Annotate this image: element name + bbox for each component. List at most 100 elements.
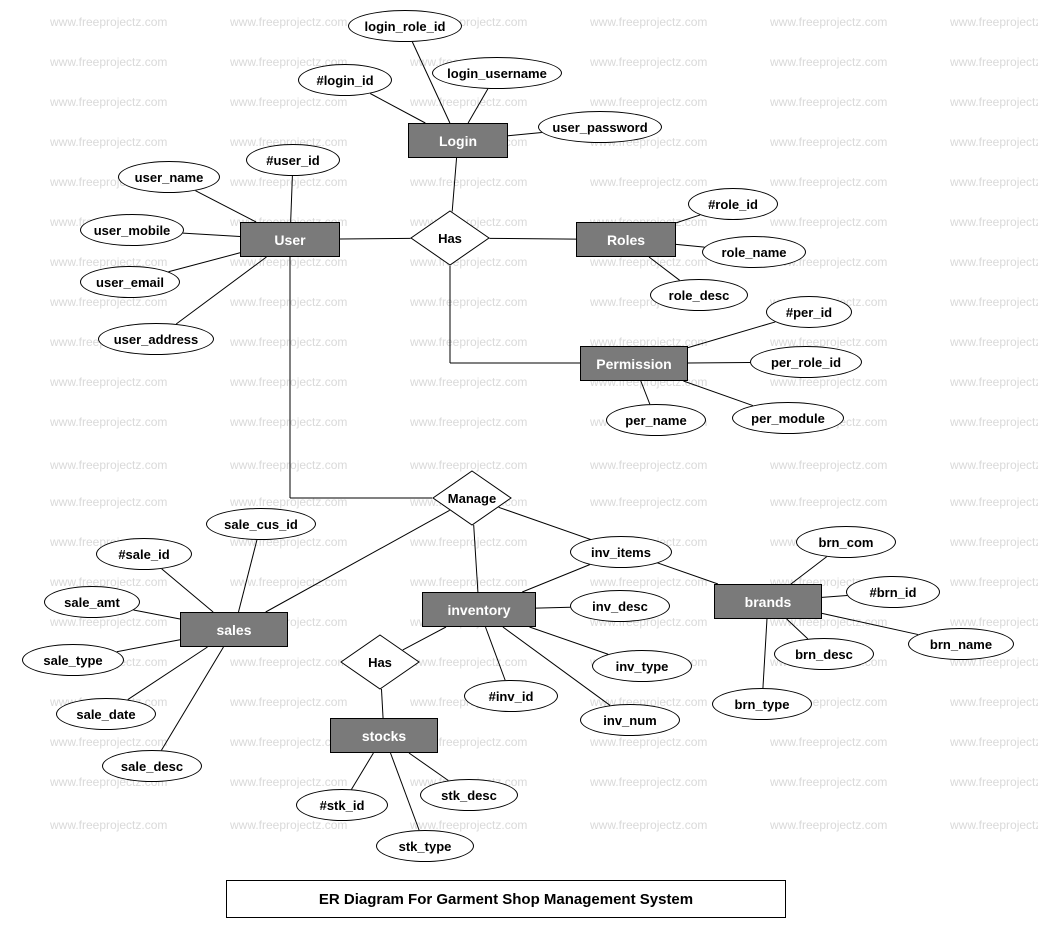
attribute-brn_name-label: brn_name (930, 637, 992, 652)
attribute-per_name-label: per_name (625, 413, 686, 428)
watermark-text: www.freeprojectz.com (590, 575, 707, 589)
entity-user: User (240, 222, 340, 257)
attribute-role_name: role_name (702, 236, 806, 268)
watermark-text: www.freeprojectz.com (50, 55, 167, 69)
watermark-text: www.freeprojectz.com (770, 135, 887, 149)
relationship-has1-label: Has (438, 231, 462, 246)
attribute-inv_id-label: #inv_id (489, 689, 534, 704)
watermark-text: www.freeprojectz.com (950, 335, 1038, 349)
entity-brands: brands (714, 584, 822, 619)
watermark-text: www.freeprojectz.com (50, 818, 167, 832)
attribute-inv_num: inv_num (580, 704, 680, 736)
watermark-text: www.freeprojectz.com (770, 95, 887, 109)
attribute-user_address-label: user_address (114, 332, 199, 347)
watermark-text: www.freeprojectz.com (590, 735, 707, 749)
watermark-text: www.freeprojectz.com (950, 535, 1038, 549)
watermark-text: www.freeprojectz.com (950, 495, 1038, 509)
watermark-text: www.freeprojectz.com (410, 535, 527, 549)
attribute-role_id: #role_id (688, 188, 778, 220)
watermark-text: www.freeprojectz.com (410, 295, 527, 309)
watermark-text: www.freeprojectz.com (950, 255, 1038, 269)
attribute-user_mobile: user_mobile (80, 214, 184, 246)
entity-permission-label: Permission (596, 356, 671, 372)
diagram-title-text: ER Diagram For Garment Shop Management S… (319, 891, 693, 908)
entity-permission: Permission (580, 346, 688, 381)
attribute-inv_items-label: inv_items (591, 545, 651, 560)
entity-brands-label: brands (745, 594, 792, 610)
watermark-text: www.freeprojectz.com (950, 735, 1038, 749)
watermark-text: www.freeprojectz.com (590, 458, 707, 472)
watermark-text: www.freeprojectz.com (590, 255, 707, 269)
watermark-text: www.freeprojectz.com (950, 15, 1038, 29)
diagram-title: ER Diagram For Garment Shop Management S… (226, 880, 786, 918)
attribute-user_name: user_name (118, 161, 220, 193)
watermark-text: www.freeprojectz.com (50, 15, 167, 29)
attribute-sale_id-label: #sale_id (118, 547, 169, 562)
watermark-text: www.freeprojectz.com (230, 95, 347, 109)
watermark-text: www.freeprojectz.com (950, 95, 1038, 109)
attribute-sale_id: #sale_id (96, 538, 192, 570)
watermark-text: www.freeprojectz.com (410, 375, 527, 389)
entity-user-label: User (274, 232, 305, 248)
attribute-brn_name: brn_name (908, 628, 1014, 660)
watermark-text: www.freeprojectz.com (770, 818, 887, 832)
attribute-brn_type-label: brn_type (735, 697, 790, 712)
watermark-text: www.freeprojectz.com (950, 615, 1038, 629)
watermark-text: www.freeprojectz.com (770, 495, 887, 509)
watermark-text: www.freeprojectz.com (590, 175, 707, 189)
attribute-user_password: user_password (538, 111, 662, 143)
attribute-stk_type-label: stk_type (399, 839, 452, 854)
attribute-per_role_id-label: per_role_id (771, 355, 841, 370)
watermark-text: www.freeprojectz.com (50, 495, 167, 509)
watermark-text: www.freeprojectz.com (950, 135, 1038, 149)
entity-login: Login (408, 123, 508, 158)
watermark-text: www.freeprojectz.com (950, 695, 1038, 709)
watermark-text: www.freeprojectz.com (50, 735, 167, 749)
attribute-login_username: login_username (432, 57, 562, 89)
watermark-text: www.freeprojectz.com (50, 295, 167, 309)
attribute-brn_desc: brn_desc (774, 638, 874, 670)
attribute-login_id: #login_id (298, 64, 392, 96)
attribute-sale_cus_id-label: sale_cus_id (224, 517, 298, 532)
watermark-text: www.freeprojectz.com (50, 458, 167, 472)
watermark-text: www.freeprojectz.com (590, 818, 707, 832)
attribute-login_role_id: login_role_id (348, 10, 462, 42)
attribute-per_id-label: #per_id (786, 305, 832, 320)
watermark-text: www.freeprojectz.com (230, 295, 347, 309)
attribute-stk_desc: stk_desc (420, 779, 518, 811)
watermark-text: www.freeprojectz.com (950, 575, 1038, 589)
attribute-login_id-label: #login_id (316, 73, 373, 88)
attribute-brn_com-label: brn_com (819, 535, 874, 550)
watermark-text: www.freeprojectz.com (230, 655, 347, 669)
attribute-stk_type: stk_type (376, 830, 474, 862)
watermark-text: www.freeprojectz.com (410, 415, 527, 429)
watermark-text: www.freeprojectz.com (950, 375, 1038, 389)
watermark-text: www.freeprojectz.com (950, 458, 1038, 472)
attribute-inv_desc-label: inv_desc (592, 599, 648, 614)
entity-inventory: inventory (422, 592, 536, 627)
attribute-sale_amt: sale_amt (44, 586, 140, 618)
watermark-text: www.freeprojectz.com (230, 575, 347, 589)
watermark-text: www.freeprojectz.com (50, 375, 167, 389)
watermark-text: www.freeprojectz.com (770, 175, 887, 189)
attribute-login_username-label: login_username (447, 66, 547, 81)
watermark-text: www.freeprojectz.com (50, 135, 167, 149)
attribute-user_email-label: user_email (96, 275, 164, 290)
attribute-brn_id: #brn_id (846, 576, 940, 608)
attribute-inv_type: inv_type (592, 650, 692, 682)
attribute-sale_desc: sale_desc (102, 750, 202, 782)
attribute-brn_desc-label: brn_desc (795, 647, 853, 662)
attribute-login_role_id-label: login_role_id (365, 19, 446, 34)
watermark-text: www.freeprojectz.com (410, 95, 527, 109)
watermark-text: www.freeprojectz.com (590, 95, 707, 109)
watermark-text: www.freeprojectz.com (230, 175, 347, 189)
watermark-text: www.freeprojectz.com (950, 55, 1038, 69)
watermark-text: www.freeprojectz.com (50, 95, 167, 109)
attribute-stk_id: #stk_id (296, 789, 388, 821)
watermark-text: www.freeprojectz.com (410, 575, 527, 589)
attribute-sale_date: sale_date (56, 698, 156, 730)
entity-roles-label: Roles (607, 232, 645, 248)
attribute-inv_items: inv_items (570, 536, 672, 568)
watermark-text: www.freeprojectz.com (230, 335, 347, 349)
entity-inventory-label: inventory (447, 602, 510, 618)
